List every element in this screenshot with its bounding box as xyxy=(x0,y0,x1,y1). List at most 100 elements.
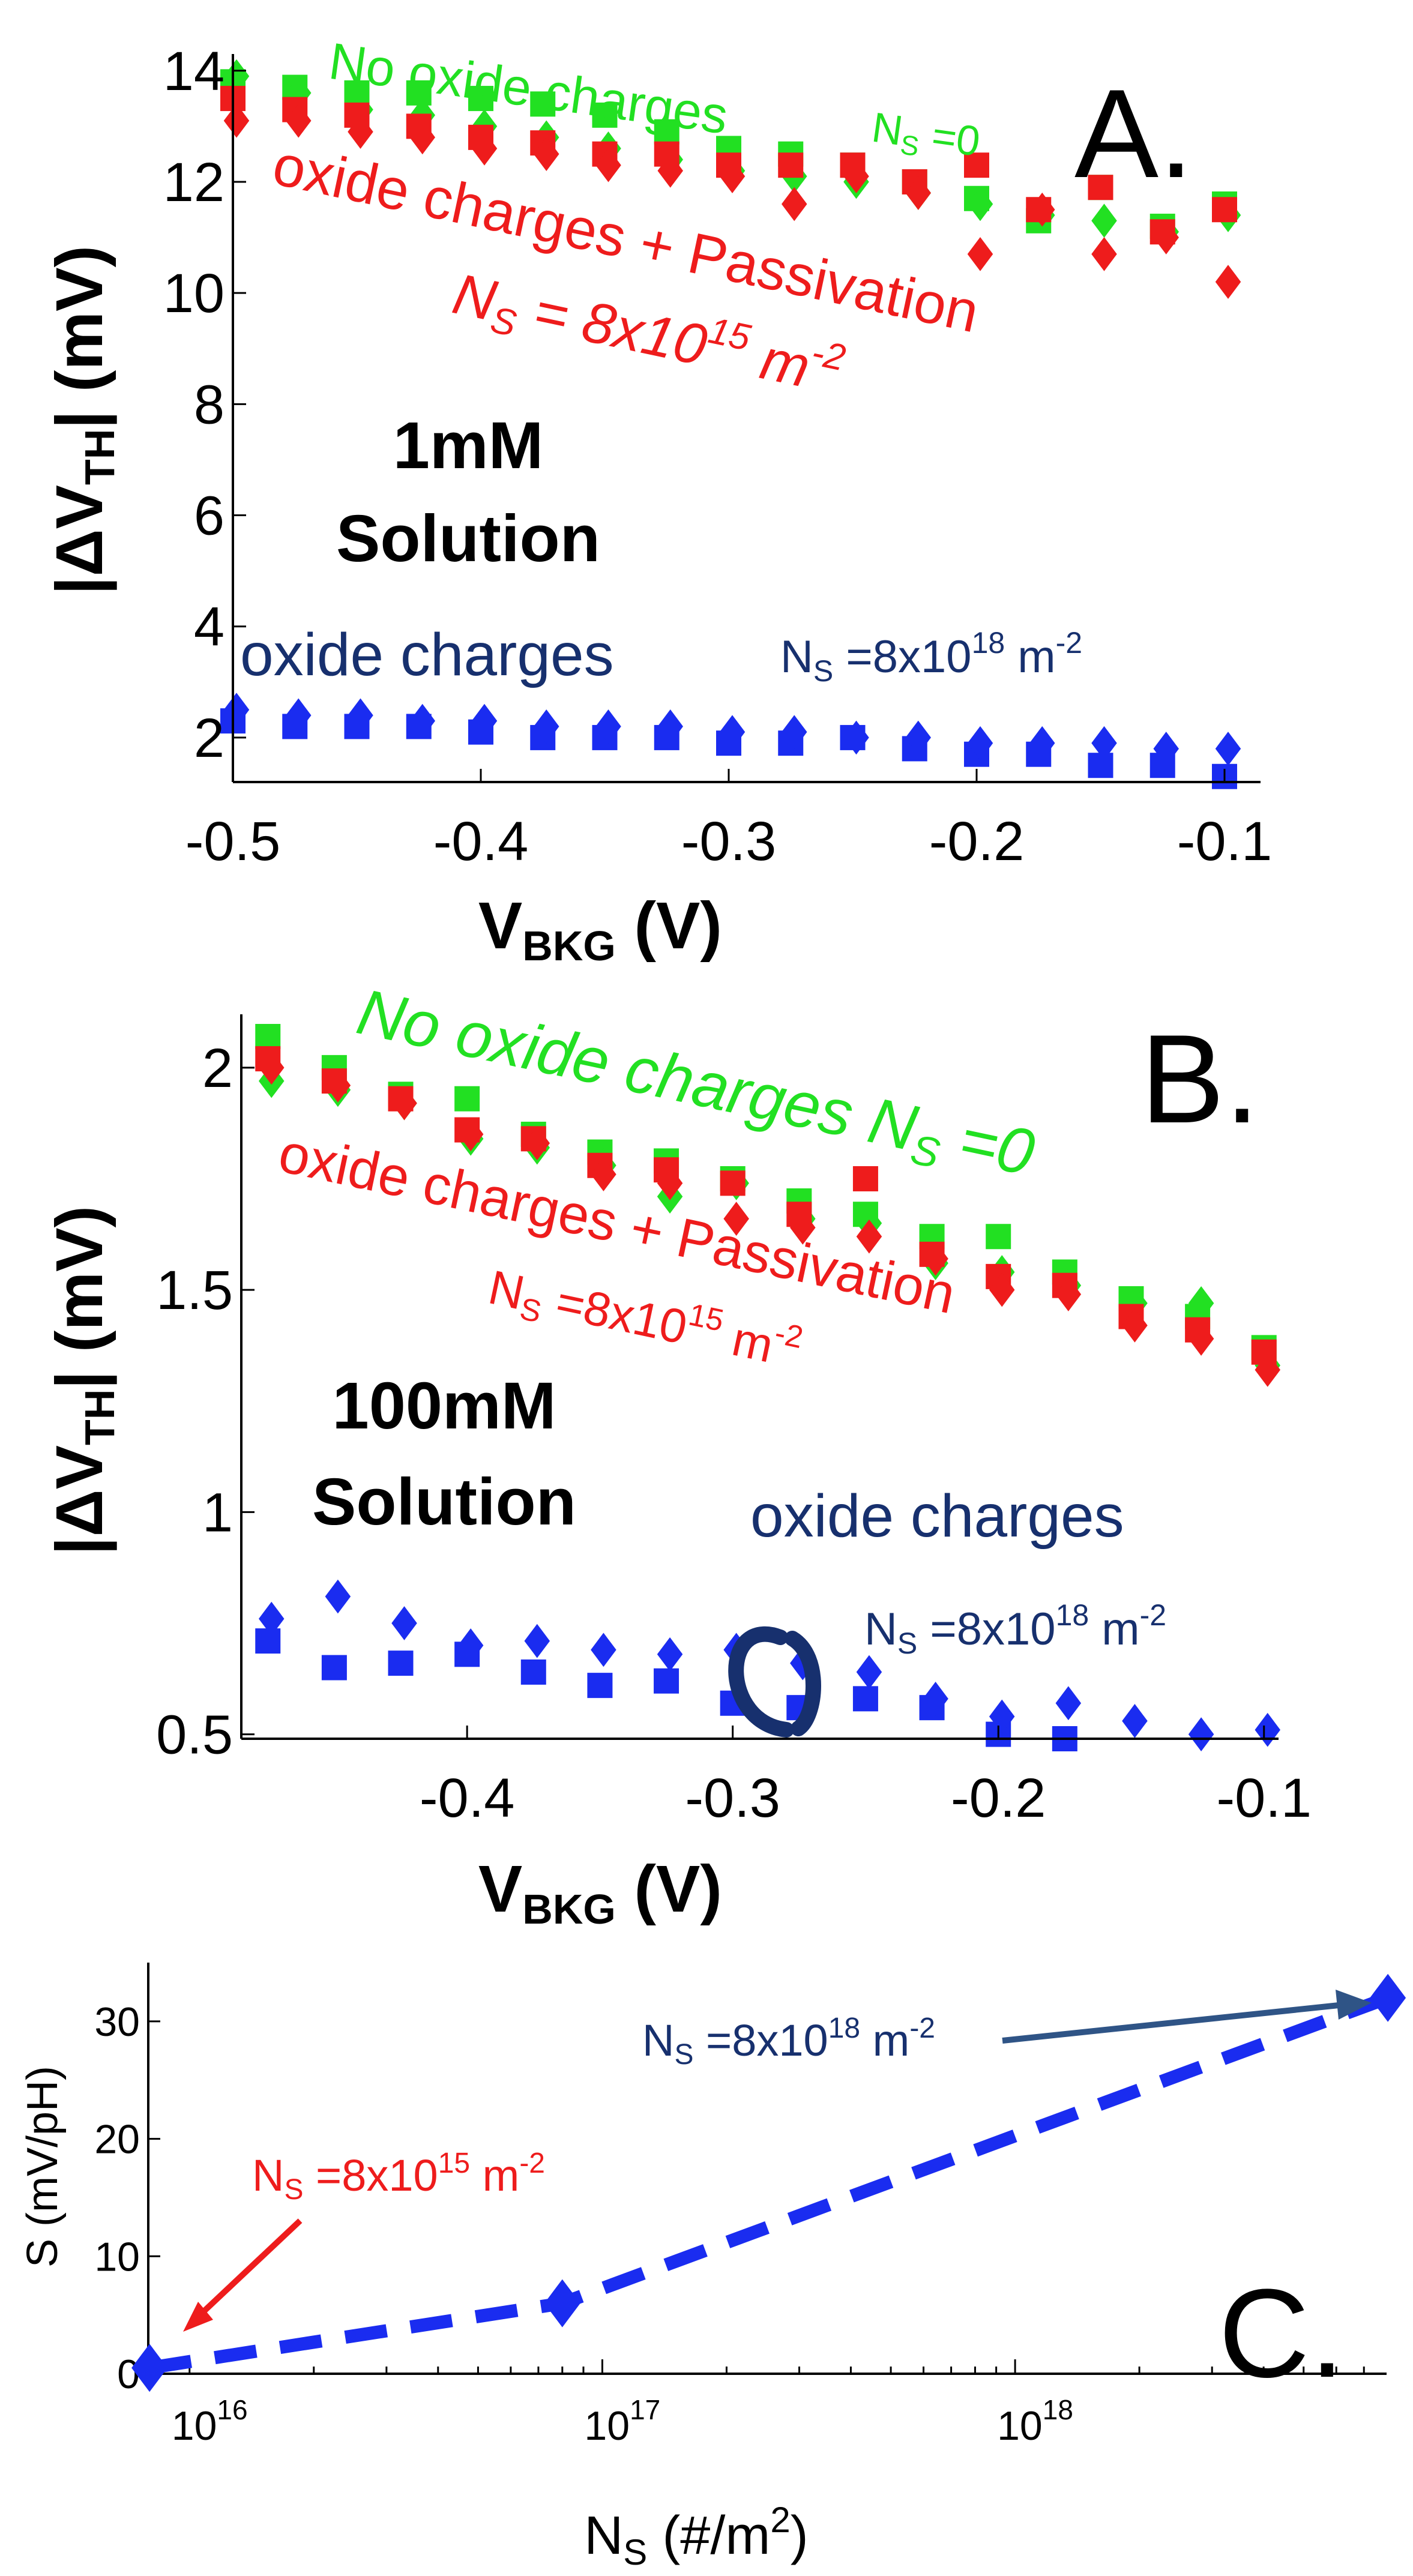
panel-a-ytick-label: 4 xyxy=(194,597,224,658)
panel-c-xtick-label: 1016 xyxy=(172,2394,248,2449)
panel-a-point-s3-1 xyxy=(285,103,312,138)
panel-b-point-s5-9 xyxy=(856,1655,882,1690)
panel-a-point-s3-10 xyxy=(843,159,869,194)
panel-b-ytick-label: 0.5 xyxy=(156,1705,233,1766)
panel-c-xtick-label: 1017 xyxy=(584,2394,660,2449)
panel-b-x-title: VBKG (V) xyxy=(478,1852,722,1933)
panel-a-ytick-label: 8 xyxy=(194,374,224,435)
panel-c-y-title: S (mV/pH) xyxy=(19,2066,67,2268)
panel-a-xtick-label: -0.4 xyxy=(433,811,529,872)
panel-a-point-s0-7 xyxy=(654,119,679,145)
panel-c-arrow-red-head xyxy=(183,2302,213,2332)
panel-b-point-s3-1 xyxy=(325,1068,351,1103)
panel-c-label-low-ns: NS =8x1015 m-2 xyxy=(252,2147,545,2206)
panel-a-point-s5-14 xyxy=(1091,726,1117,760)
panel-a-solution-line1: 1mM xyxy=(393,409,544,483)
panel-a-point-s5-5 xyxy=(533,709,559,744)
panel-a-label-no-oxide-ns: NS =0 xyxy=(869,104,983,170)
panel-b-point-s5-0 xyxy=(258,1601,285,1636)
panel-b-xtick-label: -0.3 xyxy=(685,1768,780,1829)
panel-a-point-s1-14 xyxy=(1091,203,1117,238)
panel-b-y-title: |ΔVTH| (mV) xyxy=(43,1206,123,1555)
panel-a-point-s3-0 xyxy=(223,103,250,138)
panel-b-point-s3-0 xyxy=(258,1050,285,1085)
panel-a-point-s1-0 xyxy=(223,59,250,94)
panel-a-y-title: |ΔVTH| (mV) xyxy=(43,245,123,595)
panel-b-marks xyxy=(255,1024,1281,1751)
panel-b-point-s0-11 xyxy=(986,1224,1011,1250)
panel-c-arrow-navy xyxy=(1002,2002,1345,2044)
panel-c-x-title: NS (#/m2) xyxy=(584,2500,808,2572)
panel-b-point-s1-14 xyxy=(1188,1286,1214,1320)
panel-a-letter: A. xyxy=(1074,63,1193,204)
panel-b-point-s0-0 xyxy=(255,1024,281,1050)
panel-a-point-s5-4 xyxy=(471,703,498,738)
panel-b-point-s3-11 xyxy=(989,1272,1015,1307)
panel-a-point-s2-12 xyxy=(964,152,989,178)
panel-a-label-no-oxide: No oxide charges xyxy=(325,32,731,145)
panel-b-solution-line1: 100mM xyxy=(333,1369,556,1443)
panel-c-point-1 xyxy=(544,2279,580,2328)
panel-b-point-s3-15 xyxy=(1255,1353,1281,1387)
panel-b-point-s5-11 xyxy=(989,1699,1015,1734)
panel-a-point-s3-14 xyxy=(1091,236,1117,271)
panel-b-ytick-label: 2 xyxy=(202,1038,233,1099)
panel-b-point-s5-1 xyxy=(325,1579,351,1614)
panel-a-ytick-label: 6 xyxy=(194,486,224,547)
panel-a-point-s3-8 xyxy=(719,159,746,194)
panel-a-point-s5-11 xyxy=(905,720,932,755)
panel-b-label-oxide: oxide charges xyxy=(750,1482,1124,1550)
panel-a-point-s3-5 xyxy=(533,137,559,172)
panel-b-point-s5-14 xyxy=(1188,1717,1214,1751)
panel-c-ytick-label: 0 xyxy=(117,2352,140,2397)
panel-a-point-s5-3 xyxy=(409,703,436,738)
panel-a-point-s3-11 xyxy=(905,176,932,210)
panel-b-circular-arrow-right xyxy=(785,1631,821,1736)
panel-a-ytick-label: 14 xyxy=(163,41,224,102)
panel-b-point-s4-5 xyxy=(587,1673,613,1699)
panel-b-point-s5-10 xyxy=(923,1682,948,1716)
panel-a-xtick-label: -0.2 xyxy=(929,811,1025,872)
panel-a-point-s3-6 xyxy=(595,148,621,182)
panel-a-point-s4-14 xyxy=(1088,753,1113,778)
panel-a-point-s5-1 xyxy=(285,698,312,733)
panel-a-ytick-label: 12 xyxy=(163,152,224,213)
panel-a-point-s5-9 xyxy=(781,715,807,750)
panel-b-point-s3-9 xyxy=(856,1219,882,1254)
panel-a-marks xyxy=(220,59,1241,789)
panel-a-point-s3-12 xyxy=(967,236,993,271)
panel-a-point-s0-6 xyxy=(592,102,618,128)
panel-a-point-s2-14 xyxy=(1088,175,1113,200)
panel-a-point-s2-16 xyxy=(1212,197,1237,223)
panel-a-point-s3-16 xyxy=(1215,265,1241,299)
panel-c-arrow-red xyxy=(196,2218,303,2319)
panel-a-point-s5-15 xyxy=(1153,732,1180,766)
panel-a-point-s0-3 xyxy=(406,80,432,106)
panel-b-point-s0-3 xyxy=(454,1086,480,1112)
panel-a-point-s5-2 xyxy=(348,698,373,733)
panel-b-point-s3-10 xyxy=(923,1241,948,1276)
panel-b-point-s3-13 xyxy=(1122,1308,1148,1343)
panel-a-ytick-label: 2 xyxy=(194,708,224,769)
panel-b-point-s3-6 xyxy=(657,1166,683,1200)
panel-b-label-oxide-ns: NS =8x1018 m-2 xyxy=(864,1598,1166,1660)
panel-a-xtick-label: -0.3 xyxy=(681,811,777,872)
panel-b-point-s4-6 xyxy=(654,1668,679,1694)
panel-b-circular-arrow-left xyxy=(728,1626,794,1738)
panel-a-point-s2-9 xyxy=(778,152,804,178)
panel-b-point-s3-7 xyxy=(723,1202,749,1236)
panel-b-point-s4-2 xyxy=(388,1651,414,1676)
panel-c-ticks: 1016 1017 1018 0 10 20 30 xyxy=(94,1999,1365,2449)
panel-a-point-s3-15 xyxy=(1153,220,1180,254)
panel-a-ticks: -0.5 -0.4 -0.3 -0.2 -0.1 2 4 6 8 10 12 14 xyxy=(163,41,1273,872)
panel-b-point-s4-4 xyxy=(520,1659,546,1685)
panel-a-point-s3-4 xyxy=(471,131,498,166)
panel-b-ticks: -0.4 -0.3 -0.2 -0.1 0.5 1 1.5 2 xyxy=(156,1038,1312,1829)
panel-a-ytick-label: 10 xyxy=(163,263,224,324)
panel-b-point-s5-6 xyxy=(657,1637,683,1672)
panel-c-ytick-label: 10 xyxy=(94,2234,140,2280)
panel-c-ytick-label: 20 xyxy=(94,2117,140,2162)
panel-a-point-s3-13 xyxy=(1029,192,1055,227)
panel-b-ytick-label: 1.5 xyxy=(156,1260,233,1321)
